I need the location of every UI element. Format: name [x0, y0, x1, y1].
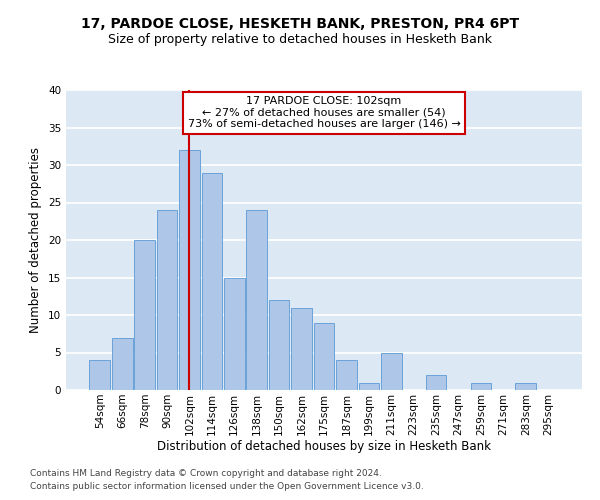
- Bar: [515, 382, 536, 390]
- Y-axis label: Number of detached properties: Number of detached properties: [29, 147, 43, 333]
- Text: 17, PARDOE CLOSE, HESKETH BANK, PRESTON, PR4 6PT: 17, PARDOE CLOSE, HESKETH BANK, PRESTON,…: [81, 18, 519, 32]
- Text: Contains public sector information licensed under the Open Government Licence v3: Contains public sector information licen…: [30, 482, 424, 491]
- Bar: [89, 360, 110, 390]
- Bar: [157, 210, 178, 390]
- Text: Size of property relative to detached houses in Hesketh Bank: Size of property relative to detached ho…: [108, 32, 492, 46]
- Bar: [179, 150, 200, 390]
- Bar: [112, 338, 133, 390]
- Text: Contains HM Land Registry data © Crown copyright and database right 2024.: Contains HM Land Registry data © Crown c…: [30, 468, 382, 477]
- Bar: [470, 382, 491, 390]
- Bar: [381, 352, 401, 390]
- Bar: [269, 300, 289, 390]
- Bar: [426, 375, 446, 390]
- Bar: [291, 308, 312, 390]
- Bar: [314, 322, 334, 390]
- Bar: [359, 382, 379, 390]
- Bar: [202, 172, 222, 390]
- Bar: [224, 278, 245, 390]
- Bar: [247, 210, 267, 390]
- Bar: [336, 360, 357, 390]
- X-axis label: Distribution of detached houses by size in Hesketh Bank: Distribution of detached houses by size …: [157, 440, 491, 454]
- Text: 17 PARDOE CLOSE: 102sqm
← 27% of detached houses are smaller (54)
73% of semi-de: 17 PARDOE CLOSE: 102sqm ← 27% of detache…: [188, 96, 460, 129]
- Bar: [134, 240, 155, 390]
